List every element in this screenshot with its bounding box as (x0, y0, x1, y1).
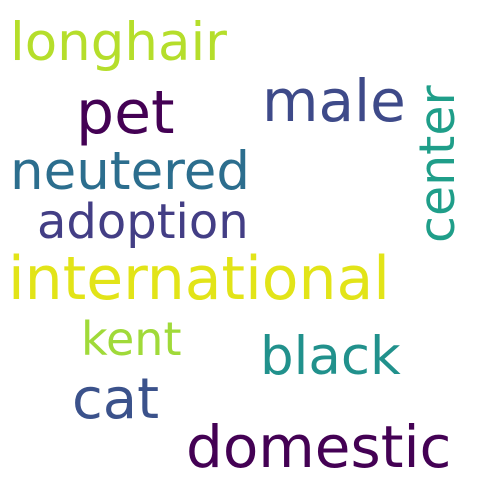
word-neutered: neutered (10, 141, 251, 202)
word-domestic: domestic (186, 413, 452, 481)
word-cat: cat (72, 367, 160, 432)
word-male: male (262, 67, 406, 135)
word-adoption: adoption (37, 194, 249, 250)
word-pet: pet (76, 78, 175, 148)
word-kent: kent (81, 312, 182, 366)
word-black: black (260, 326, 401, 387)
word-center: center (409, 85, 466, 243)
word-international: international (8, 244, 390, 314)
word-longhair: longhair (10, 12, 227, 73)
